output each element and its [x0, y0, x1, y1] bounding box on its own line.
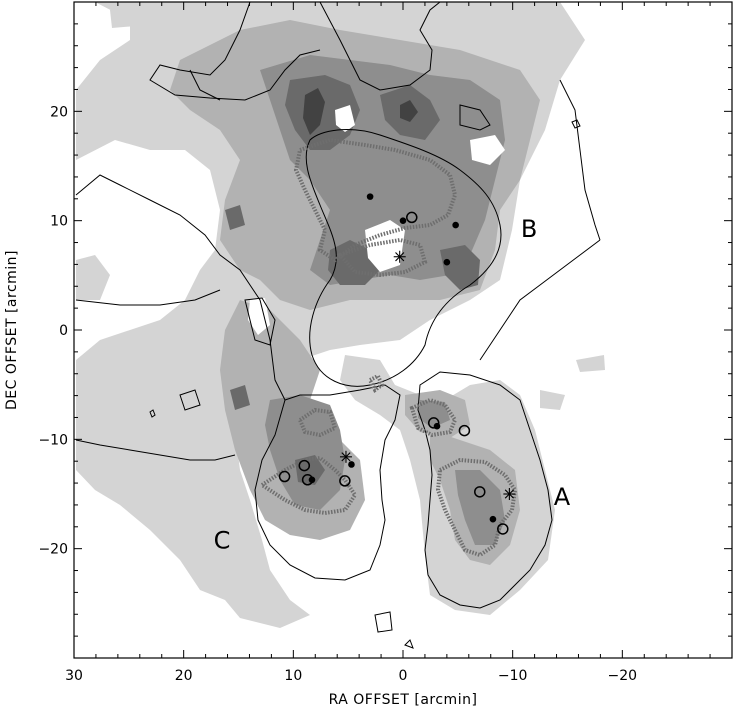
hatched-contours	[258, 137, 518, 558]
open-circle-marker	[339, 475, 351, 487]
y-tick-label: −20	[38, 542, 68, 558]
filled-circle-marker	[366, 193, 374, 200]
y-tick-label: 0	[59, 323, 68, 339]
filled-circle-marker	[489, 515, 497, 523]
region-label-a: A	[554, 483, 571, 511]
open-circle-marker	[278, 470, 291, 483]
x-tick-label: 10	[284, 668, 302, 684]
filled-circle-marker	[399, 217, 407, 224]
region-label-b: B	[521, 215, 537, 243]
region-labels: A B C	[214, 215, 571, 555]
filled-circle-marker	[348, 461, 355, 468]
y-tick-label: 10	[50, 214, 68, 230]
open-circle-marker	[458, 424, 471, 437]
x-tick-label: −20	[608, 668, 638, 684]
filled-circle-marker	[443, 258, 451, 266]
y-axis-title: DEC OFFSET [arcmin]	[4, 250, 20, 410]
open-circle-marker	[301, 474, 314, 486]
x-tick-label: −10	[498, 668, 528, 684]
open-circle-marker	[406, 211, 418, 224]
white-holes	[100, 105, 505, 335]
open-circle-marker	[427, 417, 440, 429]
star-marker	[503, 488, 516, 500]
filled-circle-marker	[452, 221, 459, 229]
star-marker	[393, 250, 406, 263]
y-tick-label: 20	[50, 104, 68, 120]
y-tick-label: −10	[38, 432, 68, 448]
markers-layer	[278, 193, 516, 535]
open-circle-marker	[298, 459, 311, 472]
x-axis-title: RA OFFSET [arcmin]	[329, 692, 478, 708]
black-contours	[75, 2, 601, 649]
x-tick-label: 20	[175, 668, 193, 684]
x-tick-label: 0	[399, 668, 408, 684]
open-circle-marker	[474, 486, 486, 498]
region-label-c: C	[214, 527, 231, 555]
open-circle-marker	[497, 523, 509, 535]
gray-level-5	[303, 88, 418, 135]
x-tick-label: 30	[65, 668, 83, 684]
star-marker	[339, 450, 352, 463]
axis-ticks: 30 20 10 0 −10 −20 20 10 0 −10 −20	[38, 2, 732, 684]
